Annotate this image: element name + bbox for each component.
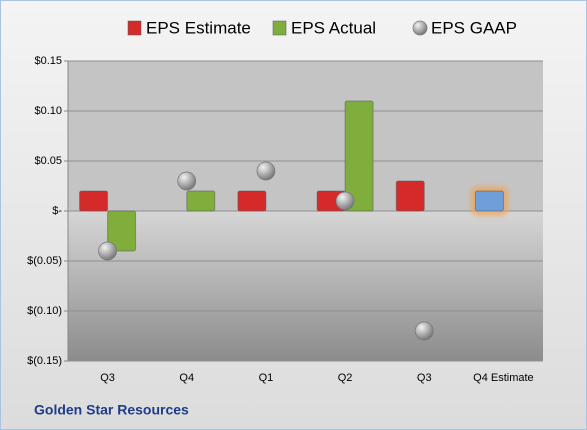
gaap-point [414, 321, 434, 341]
bar [237, 190, 267, 212]
gaap-point [177, 171, 197, 191]
bar [79, 190, 109, 212]
y-tick-label: $(0.10) [27, 305, 62, 317]
bar [395, 180, 425, 212]
legend-label: EPS Estimate [146, 18, 251, 37]
gaap-point [256, 161, 276, 181]
legend-marker [127, 20, 142, 36]
bar [107, 210, 137, 252]
legend-label: EPS Actual [291, 18, 376, 37]
legend-marker [272, 20, 287, 36]
footer: Golden Star Resources [34, 402, 189, 418]
y-tick-label: $0.10 [34, 105, 62, 117]
x-tick-label: Q4 Estimate [473, 372, 534, 384]
plot-area-upper [68, 61, 543, 211]
bar [474, 190, 504, 212]
x-tick-label: Q3 [417, 372, 432, 384]
gaap-point [98, 241, 117, 261]
y-tick-label: $0.05 [34, 155, 62, 167]
gaap-point [335, 191, 355, 211]
y-tick-label: $(0.05) [27, 255, 62, 267]
y-tick-label: $- [52, 205, 62, 217]
bar [186, 190, 216, 212]
legend-marker [412, 20, 428, 36]
x-tick-label: Q4 [179, 372, 194, 384]
y-tick-label: $0.15 [34, 55, 62, 67]
x-tick-label: Q1 [259, 372, 274, 384]
x-tick-label: Q2 [338, 372, 353, 384]
legend-label: EPS GAAP [431, 18, 517, 37]
x-tick-label: Q3 [100, 372, 115, 384]
plot-area-lower [68, 211, 543, 361]
bar [344, 100, 374, 212]
y-tick-label: $(0.15) [27, 355, 62, 367]
